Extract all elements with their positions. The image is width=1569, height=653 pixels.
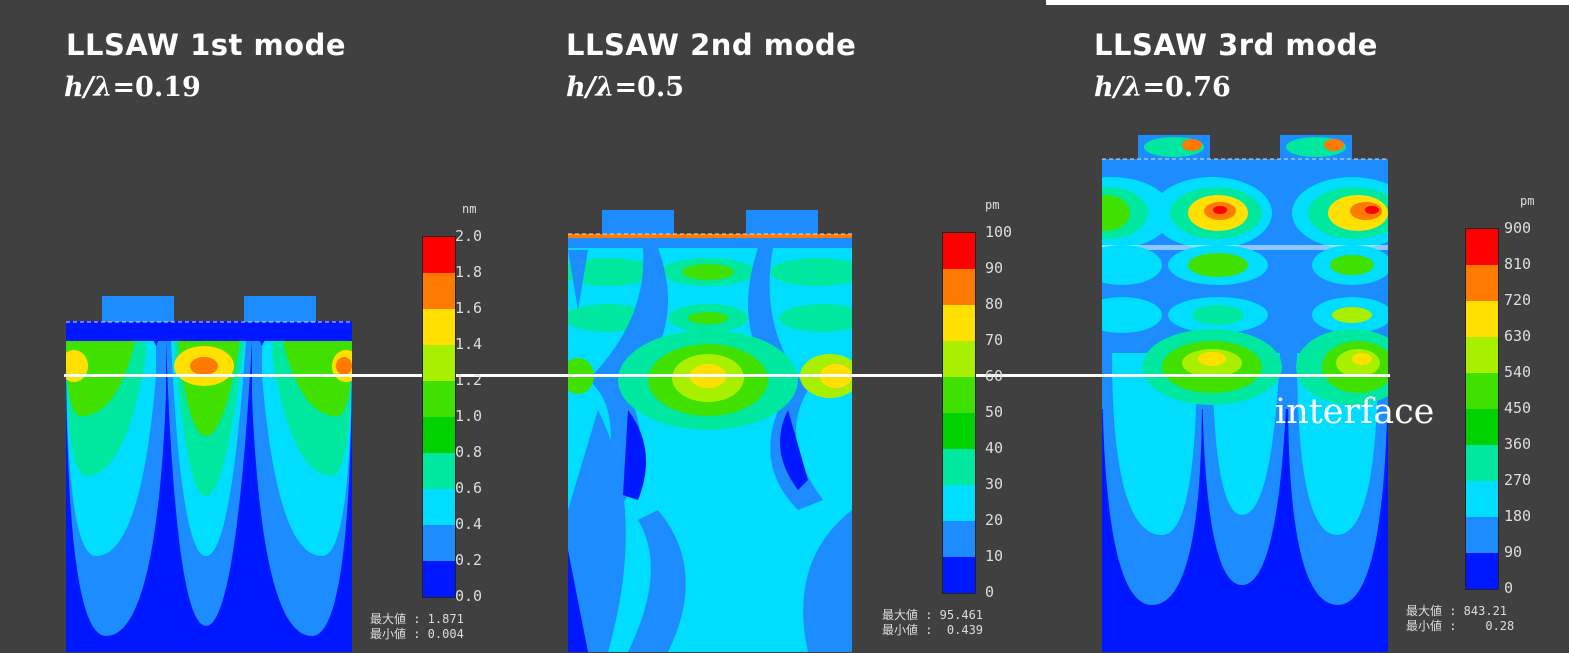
colorbar-1-tick: 0.8 <box>455 443 483 461</box>
panel-1-ratio: h/λ=0.19 <box>64 72 201 103</box>
colorbar-3-tick: 630 <box>1504 327 1532 345</box>
colorbar-2-tick: 10 <box>985 547 1004 565</box>
panel-3-ratio: h/λ=0.76 <box>1094 72 1231 103</box>
panel-2-title: LLSAW 2nd mode <box>566 28 857 62</box>
colorbar-1-unit: nm <box>462 202 477 216</box>
colorbar-1-min: 最小値 : 0.004 <box>370 627 464 641</box>
colorbar-2-tick: 30 <box>985 475 1004 493</box>
colorbar-3-tick: 270 <box>1504 471 1532 489</box>
colorbar-2-tick: 50 <box>985 403 1004 421</box>
colorbar-2-tick: 90 <box>985 259 1004 277</box>
colorbar-2-tick: 100 <box>985 223 1013 241</box>
colorbar-3-tick: 0 <box>1504 579 1514 597</box>
colorbar-1-tick: 1.0 <box>455 407 483 425</box>
colorbar-3-tick: 180 <box>1504 507 1532 525</box>
colorbar-1-max: 最大値 : 1.871 <box>370 612 464 626</box>
colorbar-1-tick: 0.2 <box>455 551 483 569</box>
colorbar-3-unit: pm <box>1520 194 1535 208</box>
colorbar-1-tick: 0.0 <box>455 587 483 605</box>
panel-2-ratio: h/λ=0.5 <box>566 72 684 103</box>
panel-1-ratio-value: =0.19 <box>112 72 201 103</box>
colorbar-3-min: 最小値 : 0.28 <box>1406 619 1515 633</box>
colorbar-2-unit: pm <box>985 198 1000 212</box>
colorbar-1-tick: 1.6 <box>455 299 483 317</box>
panel-3-ratio-value: =0.76 <box>1142 72 1231 103</box>
colorbar-3-tick: 360 <box>1504 435 1532 453</box>
panel-3-title: LLSAW 3rd mode <box>1094 28 1378 62</box>
colorbar-3-tick: 810 <box>1504 255 1532 273</box>
colorbar-1-tick: 1.2 <box>455 371 483 389</box>
colorbar-1-tick: 0.4 <box>455 515 483 533</box>
colorbar-1-tick: 0.6 <box>455 479 483 497</box>
interface-label: interface <box>1275 392 1435 432</box>
colorbar-2-max: 最大値 : 95.461 <box>882 608 984 622</box>
colorbar-3-max: 最大値 : 843.21 <box>1406 604 1508 618</box>
colorbar-3-tick: 90 <box>1504 543 1523 561</box>
panel-1-title: LLSAW 1st mode <box>66 28 347 62</box>
colorbar-2-tick: 40 <box>985 439 1004 457</box>
field-plot-1 <box>66 296 352 652</box>
colorbar-3-tick: 540 <box>1504 363 1532 381</box>
colorbar-2-tick: 60 <box>985 367 1004 385</box>
panel-3-ratio-var: h/λ <box>1094 72 1143 103</box>
interface-line <box>64 374 1390 377</box>
colorbar-3-tick: 450 <box>1504 399 1532 417</box>
colorbar-1-tick: 1.4 <box>455 335 483 353</box>
colorbar-3-tick: 900 <box>1504 219 1532 237</box>
colorbar-2-tick: 70 <box>985 331 1004 349</box>
colorbar-3-tick: 720 <box>1504 291 1532 309</box>
colorbar-2 <box>942 232 976 594</box>
colorbar-2-min: 最小値 : 0.439 <box>882 623 984 637</box>
panel-1-ratio-var: h/λ <box>64 72 113 103</box>
field-plot-3 <box>1102 135 1388 652</box>
colorbar-3 <box>1465 228 1499 590</box>
colorbar-2-tick: 20 <box>985 511 1004 529</box>
colorbar-1-tick: 1.8 <box>455 263 483 281</box>
colorbar-1 <box>422 236 456 598</box>
colorbar-1-tick: 2.0 <box>455 227 483 245</box>
field-plot-2 <box>568 210 852 652</box>
top-right-strip <box>1046 0 1569 5</box>
colorbar-2-tick: 80 <box>985 295 1004 313</box>
panel-2-ratio-var: h/λ <box>566 72 615 103</box>
panel-2-ratio-value: =0.5 <box>614 72 685 103</box>
colorbar-2-tick: 0 <box>985 583 995 601</box>
